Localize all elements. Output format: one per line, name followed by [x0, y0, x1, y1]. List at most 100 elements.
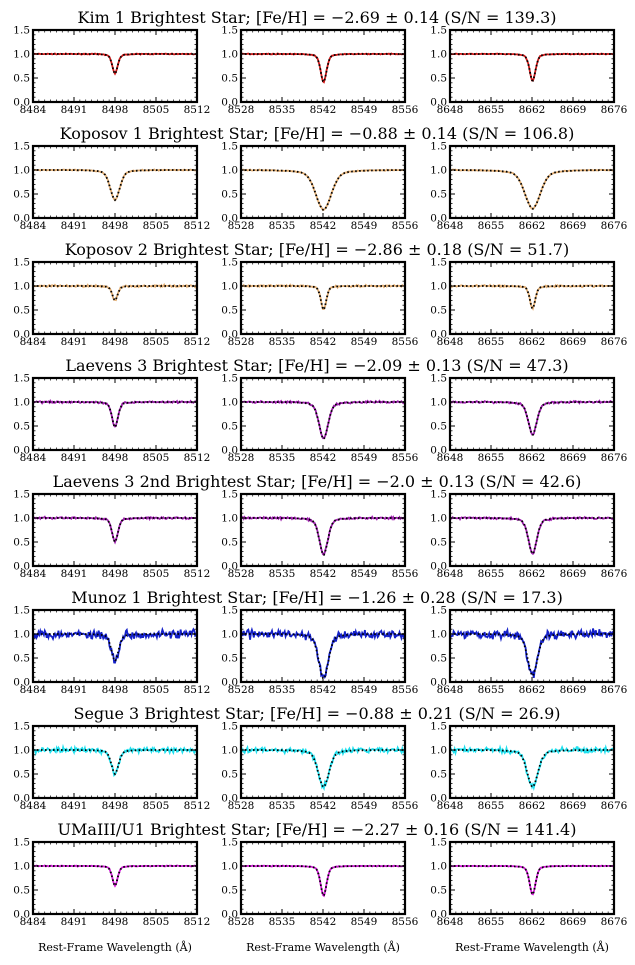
y-tick-label: 0.5 — [221, 73, 238, 85]
x-tick-label: 8498 — [102, 684, 129, 696]
model-spectrum — [241, 749, 405, 788]
model-spectrum — [241, 517, 405, 556]
y-tick-label: 1.0 — [13, 397, 30, 409]
observed-spectrum — [33, 626, 197, 664]
panel-r5-c1: 0.0 0.5 1.0 1.5 8484 8491 8498 8505 8512 — [13, 489, 210, 581]
x-tick-label: 8549 — [351, 104, 378, 116]
model-spectrum — [33, 401, 197, 430]
x-tick-label: 8662 — [519, 220, 546, 232]
y-tick-label: 1.0 — [430, 861, 447, 873]
x-tick-label: 8505 — [143, 800, 170, 812]
row-title-6: Munoz 1 Brightest Star; [Fe/H] = −1.26 ±… — [71, 588, 563, 607]
x-tick-label: 8655 — [478, 568, 505, 580]
x-tick-label: 8648 — [437, 452, 464, 464]
x-tick-label: 8556 — [392, 452, 419, 464]
x-tick-label: 8484 — [20, 452, 47, 464]
x-tick-label: 8648 — [437, 568, 464, 580]
y-tick-label: 0.5 — [221, 189, 238, 201]
x-tick-label: 8505 — [143, 452, 170, 464]
y-tick-label: 1.0 — [430, 49, 447, 61]
y-tick-label: 0.0 — [430, 793, 447, 805]
x-tick-label: 8648 — [437, 336, 464, 348]
x-tick-label: 8542 — [310, 220, 337, 232]
panel-r7-c3: 0.0 0.5 1.0 1.5 8648 8655 8662 8669 8676 — [430, 721, 627, 813]
x-tick-label: 8491 — [61, 916, 88, 928]
x-tick-label: 8669 — [560, 568, 587, 580]
y-tick-label: 0.0 — [221, 97, 238, 109]
panel-r3-c3: 0.0 0.5 1.0 1.5 8648 8655 8662 8669 8676 — [430, 257, 627, 349]
x-tick-label: 8556 — [392, 916, 419, 928]
x-tick-label: 8655 — [478, 684, 505, 696]
y-tick-label: 0.0 — [430, 909, 447, 921]
panel-r4-c1: 0.0 0.5 1.0 1.5 8484 8491 8498 8505 8512 — [13, 373, 210, 465]
y-tick-label: 0.0 — [221, 445, 238, 457]
axes-frame — [31, 260, 199, 336]
x-tick-label: 8484 — [20, 104, 47, 116]
y-tick-label: 0.0 — [430, 97, 447, 109]
x-tick-label: 8549 — [351, 568, 378, 580]
x-tick-label: 8512 — [184, 220, 211, 232]
observed-spectrum — [450, 399, 614, 436]
x-tick-label: 8648 — [437, 800, 464, 812]
observed-spectrum — [33, 743, 197, 778]
observed-spectrum — [241, 626, 405, 680]
x-axis-label-2: Rest-Frame Wavelength (Å) — [246, 940, 400, 954]
y-tick-label: 0.0 — [13, 561, 30, 573]
panel-r5-c2: 0.0 0.5 1.0 1.5 8528 8535 8542 8549 8556 — [221, 489, 418, 581]
observed-spectrum — [241, 744, 405, 792]
x-tick-label: 8484 — [20, 220, 47, 232]
y-tick-label: 1.5 — [221, 25, 238, 37]
row-title-7: Segue 3 Brightest Star; [Fe/H] = −0.88 ±… — [73, 704, 560, 723]
y-tick-label: 1.0 — [221, 397, 238, 409]
x-tick-label: 8676 — [601, 568, 628, 580]
y-tick-label: 1.0 — [221, 629, 238, 641]
x-tick-label: 8498 — [102, 800, 129, 812]
y-tick-label: 1.5 — [13, 837, 30, 849]
model-spectrum — [241, 169, 405, 211]
y-tick-label: 1.5 — [430, 721, 447, 733]
y-tick-label: 0.5 — [430, 305, 447, 317]
y-tick-label: 1.0 — [13, 165, 30, 177]
observed-spectrum — [241, 168, 405, 212]
panel-r7-c2: 0.0 0.5 1.0 1.5 8528 8535 8542 8549 8556 — [221, 721, 418, 813]
y-tick-label: 0.0 — [221, 677, 238, 689]
y-tick-label: 0.0 — [13, 793, 30, 805]
x-tick-label: 8491 — [61, 684, 88, 696]
observed-spectrum — [450, 515, 614, 555]
y-tick-label: 1.5 — [430, 373, 447, 385]
y-tick-label: 1.0 — [13, 281, 30, 293]
observed-spectrum — [450, 283, 614, 311]
panel-r5-c3: 0.0 0.5 1.0 1.5 8648 8655 8662 8669 8676 — [430, 489, 627, 581]
x-tick-label: 8505 — [143, 220, 170, 232]
y-tick-label: 1.5 — [13, 605, 30, 617]
axes-frame — [239, 144, 407, 220]
x-tick-label: 8549 — [351, 220, 378, 232]
model-spectrum — [33, 865, 197, 888]
x-tick-label: 8648 — [437, 684, 464, 696]
y-tick-label: 1.5 — [430, 257, 447, 269]
x-tick-label: 8535 — [269, 684, 296, 696]
x-tick-label: 8528 — [228, 336, 255, 348]
x-tick-label: 8498 — [102, 916, 129, 928]
y-tick-label: 0.0 — [221, 329, 238, 341]
x-tick-label: 8655 — [478, 916, 505, 928]
x-tick-label: 8669 — [560, 684, 587, 696]
x-tick-label: 8549 — [351, 684, 378, 696]
panel-r1-c1: 0.0 0.5 1.0 1.5 8484 8491 8498 8505 8512 — [13, 25, 210, 117]
x-tick-label: 8484 — [20, 800, 47, 812]
y-tick-label: 0.5 — [221, 885, 238, 897]
y-tick-label: 0.5 — [430, 537, 447, 549]
y-tick-label: 0.0 — [430, 329, 447, 341]
x-tick-label: 8655 — [478, 220, 505, 232]
y-tick-label: 0.0 — [430, 677, 447, 689]
x-tick-label: 8512 — [184, 336, 211, 348]
observed-spectrum — [241, 52, 405, 84]
x-tick-label: 8498 — [102, 104, 129, 116]
x-tick-label: 8549 — [351, 452, 378, 464]
x-tick-label: 8648 — [437, 916, 464, 928]
y-tick-label: 1.0 — [430, 281, 447, 293]
x-tick-label: 8669 — [560, 452, 587, 464]
x-tick-label: 8662 — [519, 568, 546, 580]
y-tick-label: 1.0 — [430, 165, 447, 177]
